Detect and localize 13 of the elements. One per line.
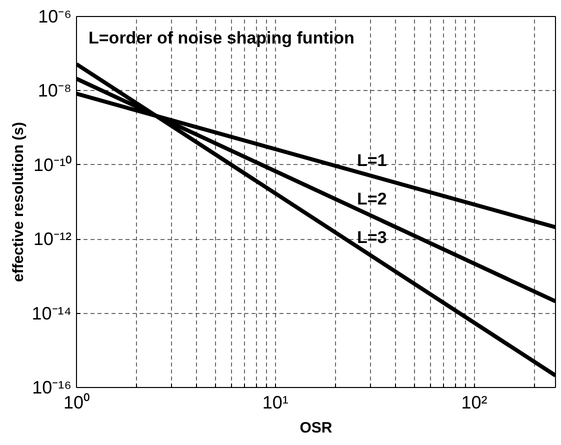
x-tick-label: 10² bbox=[461, 392, 488, 412]
y-tick-label: 10⁻⁸ bbox=[38, 80, 72, 101]
series-label: L=3 bbox=[357, 228, 387, 247]
y-tick-label: 10⁻⁶ bbox=[38, 6, 72, 26]
series-label: L=2 bbox=[357, 189, 387, 208]
x-axis-title: OSR bbox=[300, 420, 332, 436]
y-tick-label: 10⁻¹² bbox=[33, 229, 72, 250]
y-tick-label: 10⁻¹⁰ bbox=[33, 154, 72, 175]
y-tick-label: 10⁻¹⁴ bbox=[32, 303, 72, 324]
annotation: L=order of noise shaping funtion bbox=[88, 28, 354, 48]
y-axis-title: effective resolution (s) bbox=[10, 122, 27, 282]
series-label: L=1 bbox=[357, 150, 387, 170]
x-tick-label: 10¹ bbox=[262, 392, 288, 412]
